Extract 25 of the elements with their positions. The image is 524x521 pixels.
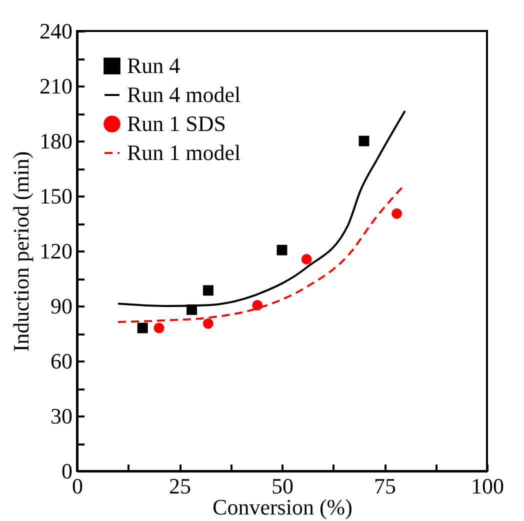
point [392, 208, 402, 219]
y-tick-label: 90 [50, 294, 72, 318]
y-tick-label: 210 [40, 74, 72, 98]
legend-label: Run 4 model [127, 82, 241, 107]
point [137, 322, 148, 334]
y-tick-label: 180 [40, 128, 72, 154]
y-tick-label: 150 [40, 184, 72, 208]
legend-label: Run 4 [127, 53, 180, 78]
point [301, 254, 312, 264]
y-tick-label: 30 [50, 404, 72, 428]
y-axis-title: Induction period (min) [8, 151, 34, 352]
x-tick-label: 75 [374, 474, 396, 498]
y-tick-label: 120 [40, 238, 72, 264]
point [276, 244, 288, 256]
y-tick-label: 60 [50, 348, 72, 374]
legend-label: Run 1 model [127, 140, 241, 165]
x-tick-label: 100 [471, 474, 504, 498]
point [202, 318, 214, 329]
point [154, 322, 164, 334]
point [358, 136, 370, 146]
x-tick-label: 25 [169, 474, 191, 498]
y-tick-label: 240 [40, 18, 72, 44]
point [202, 285, 214, 296]
point [252, 300, 263, 310]
legend-label: Run 1 SDS [127, 111, 226, 136]
